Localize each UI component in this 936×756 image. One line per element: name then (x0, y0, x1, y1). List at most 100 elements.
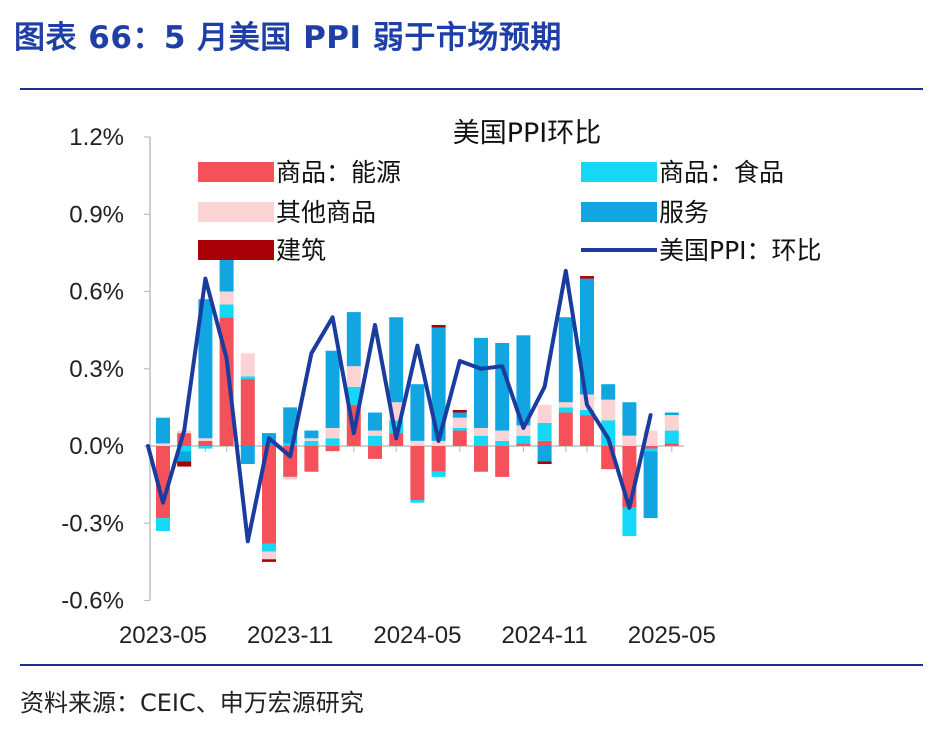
bar-segment-food (198, 446, 213, 449)
bar-segment-food (219, 304, 234, 318)
bar-segment-other (156, 443, 170, 446)
x-tick-label: 2023-11 (247, 622, 333, 649)
bar-segment-construction (580, 276, 594, 279)
bar-segment-food (537, 422, 552, 441)
y-tick-label: 0.0% (69, 433, 124, 460)
legend-swatch-services (581, 202, 657, 222)
bar-segment-food (664, 430, 679, 444)
legend-label: 商品：能源 (276, 158, 401, 187)
bar-segment-food (177, 446, 192, 452)
bar-segment-other (219, 291, 234, 305)
y-axis: 1.2% 0.9% 0.6% 0.3% 0.0% -0.3% -0.6% (61, 124, 151, 615)
legend-label: 建筑 (276, 236, 326, 265)
bar-segment-services (580, 278, 594, 395)
bar-segment-services (474, 337, 488, 428)
bar-segment-services (452, 412, 467, 418)
x-tick-label: 2023-05 (119, 622, 207, 649)
bar-segment-food (643, 448, 658, 452)
bar-segment-services (156, 417, 170, 444)
legend-swatch-food (581, 162, 657, 182)
x-tick-label: 2024-05 (373, 622, 461, 649)
bar-segment-energy (580, 415, 594, 446)
bar-segment-energy (474, 446, 488, 472)
bar-segment-energy (664, 443, 679, 446)
bar-segment-other (325, 427, 340, 439)
bar-segment-energy (410, 446, 425, 501)
bar-segment-services (622, 402, 637, 436)
x-tick-label: 2025-05 (628, 622, 716, 649)
legend-label: 其他商品 (276, 198, 376, 227)
bar-segment-other (601, 399, 616, 421)
bar-segment-food (368, 435, 382, 446)
bar-segment-energy (452, 430, 467, 446)
y-tick-label: -0.6% (61, 588, 124, 615)
bar-segment-services (495, 343, 510, 431)
x-axis: 2023-05 2023-11 2024-05 2024-11 2025-05 (119, 445, 716, 649)
bar-segment-construction (177, 461, 192, 467)
bar-segment-services (601, 384, 616, 400)
bar-segment-services (389, 317, 404, 403)
bar-segment-other (431, 440, 446, 446)
bar-segment-services (431, 327, 446, 441)
legend-swatch-construction (198, 240, 274, 260)
bar-segment-energy (516, 443, 531, 446)
bar-segment-food (474, 435, 488, 446)
bar-segment-food (516, 435, 531, 444)
bar-segment-other (495, 430, 510, 441)
bar-segment-construction (262, 559, 276, 562)
bar-segment-energy (198, 440, 213, 446)
bar-segment-food (622, 507, 637, 537)
bar-segment-energy (537, 440, 552, 446)
stacked-bars (156, 255, 679, 562)
bar-segment-construction (452, 409, 467, 413)
bar-segment-services (643, 451, 658, 519)
bar-segment-food (410, 500, 425, 503)
legend-label: 服务 (659, 198, 709, 227)
y-tick-label: 0.6% (69, 279, 124, 306)
bar-segment-food (304, 440, 319, 446)
bar-segment-other (346, 366, 361, 387)
bar-segment-food (240, 376, 255, 380)
bar-segment-food (558, 407, 573, 413)
bar-segment-services (325, 350, 340, 428)
bar-segment-services (346, 312, 361, 367)
bar-segment-energy (558, 412, 573, 446)
bar-segment-services (240, 446, 255, 465)
bar-segment-food (601, 420, 616, 446)
page-title: 图表 66：5 月美国 PPI 弱于市场预期 (14, 20, 562, 56)
y-tick-label: -0.3% (61, 510, 124, 537)
bar-segment-food (452, 427, 467, 431)
bar-segment-energy (368, 446, 382, 459)
y-tick-label: 0.3% (69, 356, 124, 383)
bar-segment-energy (262, 446, 276, 544)
bar-segment-other (537, 404, 552, 423)
source-note: 资料来源：CEIC、申万宏源研究 (20, 689, 364, 717)
bar-segment-construction (431, 324, 446, 328)
bar-segment-services (304, 430, 319, 439)
bar-segment-services (368, 412, 382, 431)
x-tick-label: 2024-11 (501, 622, 587, 649)
bar-segment-services (410, 384, 425, 441)
bar-segment-energy (304, 446, 319, 472)
bar-segment-other (262, 551, 276, 560)
bar-segment-energy (495, 446, 510, 477)
bar-segment-other (240, 353, 255, 377)
bar-segment-food (580, 409, 594, 416)
bar-segment-services (664, 412, 679, 416)
y-tick-label: 0.9% (69, 201, 124, 228)
chart-title: 美国PPI环比 (453, 118, 602, 149)
bar-segment-other (558, 402, 573, 408)
bar-segment-food (262, 543, 276, 552)
bar-segment-food (156, 518, 170, 531)
top-divider (20, 88, 923, 90)
legend-label: 商品：食品 (659, 158, 784, 187)
bottom-divider (20, 664, 923, 666)
legend-swatch-energy (198, 162, 274, 182)
bar-segment-food (495, 440, 510, 446)
bar-segment-other (516, 425, 531, 436)
bar-segment-energy (431, 446, 446, 472)
bar-segment-other (622, 435, 637, 446)
bar-segment-food (346, 386, 361, 405)
bar-segment-energy (325, 446, 340, 452)
